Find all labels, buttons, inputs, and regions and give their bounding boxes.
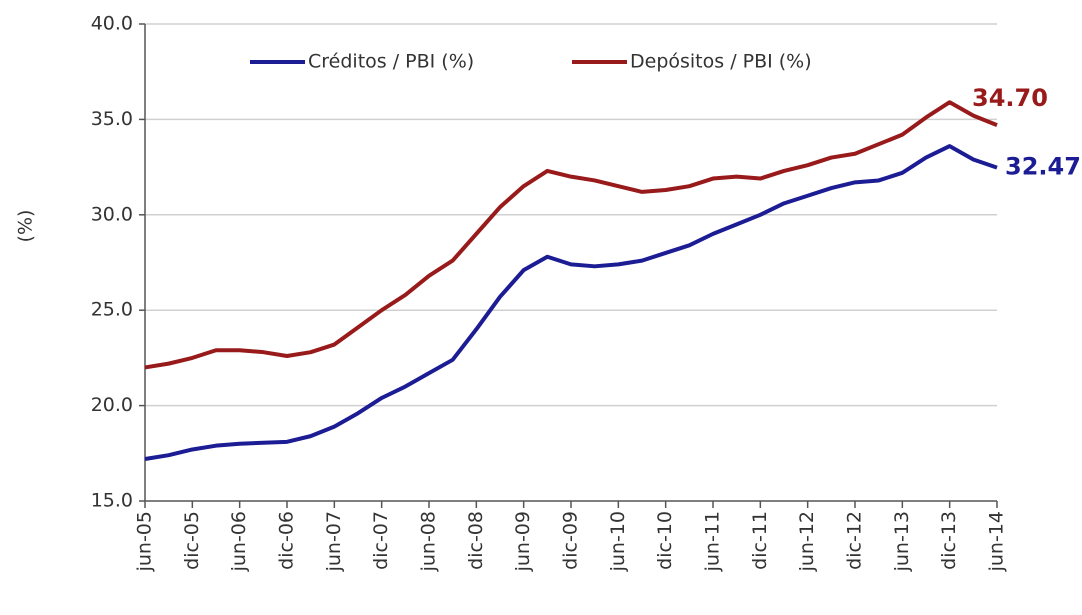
x-tick-label: jun-14 <box>986 511 1008 572</box>
y-tick-label: 35.0 <box>91 108 133 130</box>
y-tick-label: 20.0 <box>91 394 133 416</box>
x-tick-label: dic-11 <box>749 511 771 570</box>
x-tick-label: jun-13 <box>891 511 913 572</box>
x-tick-label: jun-11 <box>702 511 724 572</box>
x-tick-label: dic-13 <box>938 511 960 570</box>
y-tick-label: 30.0 <box>91 203 133 225</box>
x-tick-label: jun-09 <box>512 511 534 572</box>
y-axis-label: (%) <box>15 210 37 243</box>
value-label: 34.70 <box>972 84 1048 112</box>
x-tick-label: dic-10 <box>654 511 676 570</box>
y-tick-label: 25.0 <box>91 299 133 321</box>
x-tick-label: jun-06 <box>228 511 250 572</box>
legend-label: Depósitos / PBI (%) <box>630 51 812 73</box>
value-label: 32.47 <box>1005 153 1081 181</box>
x-tick-label: jun-10 <box>607 511 629 572</box>
y-tick-label: 15.0 <box>91 490 133 512</box>
x-tick-label: jun-05 <box>134 511 156 572</box>
x-tick-label: jun-12 <box>796 511 818 572</box>
x-tick-label: dic-08 <box>465 511 487 570</box>
legend-label: Créditos / PBI (%) <box>308 51 474 73</box>
line-series <box>144 100 998 370</box>
x-tick-label: jun-08 <box>418 511 440 572</box>
x-tick-label: dic-12 <box>844 511 866 570</box>
line-series <box>144 144 998 461</box>
x-tick-label: dic-05 <box>181 511 203 570</box>
x-tick-label: dic-09 <box>560 511 582 570</box>
x-tick-label: dic-07 <box>370 511 392 570</box>
y-tick-label: 40.0 <box>91 13 133 35</box>
x-tick-label: jun-07 <box>323 511 345 572</box>
x-tick-label: dic-06 <box>276 511 298 570</box>
